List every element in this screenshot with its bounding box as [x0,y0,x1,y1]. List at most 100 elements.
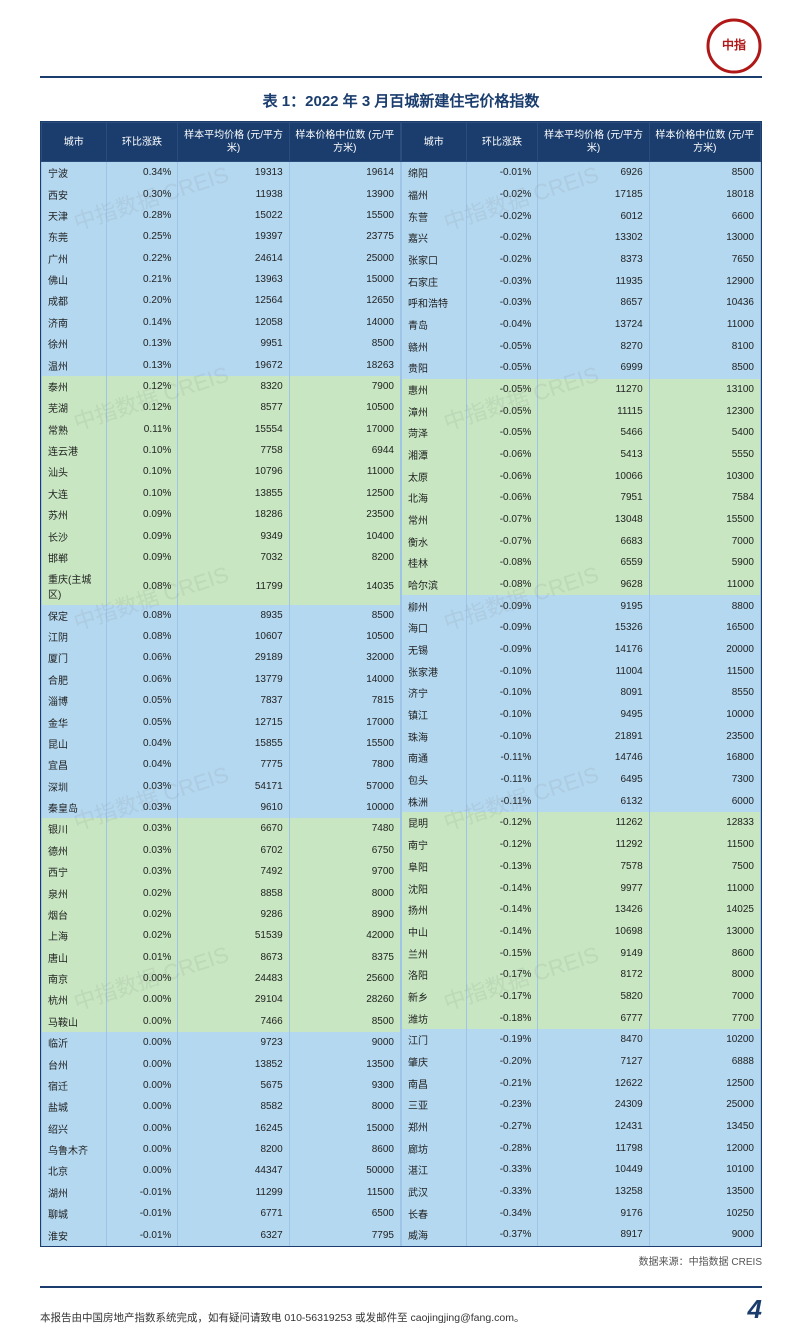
table-row: 中山-0.14%1069813000 [402,921,761,943]
col-avg: 样本平均价格 (元/平方米) [538,123,649,162]
cell-change: -0.14% [466,921,538,943]
cell-avg: 17185 [538,184,649,206]
cell-median: 12500 [649,1072,760,1094]
table-row: 潍坊-0.18%67777700 [402,1007,761,1029]
cell-median: 13450 [649,1116,760,1138]
cell-avg: 13852 [178,1053,289,1074]
cell-avg: 10796 [178,461,289,482]
table-row: 西安0.30%1193813900 [42,183,401,204]
cell-city: 佛山 [42,269,107,290]
cell-city: 杭州 [42,989,107,1010]
cell-city: 石家庄 [402,270,467,292]
table-row: 临沂0.00%97239000 [42,1032,401,1053]
table-row: 威海-0.37%89179000 [402,1224,761,1246]
cell-city: 张家口 [402,249,467,271]
cell-change: 0.13% [106,333,178,354]
cell-median: 7900 [289,376,400,397]
cell-avg: 9286 [178,904,289,925]
col-change: 环比涨跌 [106,123,178,162]
cell-city: 沈阳 [402,877,467,899]
cell-median: 8500 [649,357,760,379]
cell-median: 57000 [289,776,400,797]
cell-median: 10000 [289,797,400,818]
cell-change: -0.11% [466,769,538,791]
cell-avg: 9610 [178,797,289,818]
table-row: 宁波0.34%1931319614 [42,162,401,184]
table-row: 柳州-0.09%91958800 [402,595,761,617]
cell-change: -0.11% [466,790,538,812]
cell-avg: 9628 [538,574,649,596]
cell-avg: 11935 [538,270,649,292]
cell-city: 秦皇岛 [42,797,107,818]
cell-city: 桂林 [402,552,467,574]
cell-city: 苏州 [42,504,107,525]
cell-change: -0.01% [106,1224,178,1245]
cell-city: 盐城 [42,1096,107,1117]
cell-city: 赣州 [402,335,467,357]
cell-median: 18263 [289,354,400,375]
cell-avg: 9495 [538,704,649,726]
cell-city: 宜昌 [42,754,107,775]
cell-median: 18018 [649,184,760,206]
table-row: 德州0.03%67026750 [42,840,401,861]
cell-city: 汕头 [42,461,107,482]
cell-city: 大连 [42,483,107,504]
cell-avg: 11292 [538,834,649,856]
cell-change: 0.20% [106,290,178,311]
table-row: 连云港0.10%77586944 [42,440,401,461]
cell-change: -0.05% [466,422,538,444]
cell-avg: 15855 [178,733,289,754]
table-row: 淮安-0.01%63277795 [42,1224,401,1245]
cell-change: -0.05% [466,400,538,422]
cell-change: -0.10% [466,704,538,726]
cell-change: 0.10% [106,440,178,461]
cell-city: 威海 [402,1224,467,1246]
table-row: 福州-0.02%1718518018 [402,184,761,206]
cell-city: 合肥 [42,669,107,690]
cell-city: 常州 [402,509,467,531]
cell-avg: 12715 [178,711,289,732]
table-row: 泉州0.02%88588000 [42,882,401,903]
table-title: 表 1：2022 年 3 月百城新建住宅价格指数 [40,90,762,111]
cell-change: 0.25% [106,226,178,247]
cell-change: -0.06% [466,487,538,509]
cell-city: 镇江 [402,704,467,726]
cell-median: 7300 [649,769,760,791]
table-row: 淄博0.05%78377815 [42,690,401,711]
cell-change: 0.00% [106,1118,178,1139]
cell-change: 0.03% [106,840,178,861]
cell-change: 0.30% [106,183,178,204]
cell-city: 珠海 [402,725,467,747]
table-row: 成都0.20%1256412650 [42,290,401,311]
cell-avg: 6771 [178,1203,289,1224]
cell-change: 0.02% [106,882,178,903]
cell-avg: 8858 [178,882,289,903]
table-row: 乌鲁木齐0.00%82008600 [42,1139,401,1160]
cell-avg: 13724 [538,314,649,336]
cell-avg: 8200 [178,1139,289,1160]
col-avg: 样本平均价格 (元/平方米) [178,123,289,162]
cell-avg: 5675 [178,1075,289,1096]
cell-median: 10200 [649,1029,760,1051]
cell-avg: 13426 [538,899,649,921]
table-row: 海口-0.09%1532616500 [402,617,761,639]
table-row: 杭州0.00%2910428260 [42,989,401,1010]
cell-city: 上海 [42,925,107,946]
cell-avg: 5413 [538,444,649,466]
cell-city: 郑州 [402,1116,467,1138]
cell-change: -0.17% [466,964,538,986]
table-row: 盐城0.00%85828000 [42,1096,401,1117]
cell-city: 三亚 [402,1094,467,1116]
cell-change: -0.01% [106,1203,178,1224]
cell-avg: 18286 [178,504,289,525]
table-row: 北海-0.06%79517584 [402,487,761,509]
table-row: 包头-0.11%64957300 [402,769,761,791]
cell-median: 5900 [649,552,760,574]
cell-city: 绵阳 [402,162,467,184]
cell-change: -0.14% [466,899,538,921]
cell-change: -0.28% [466,1137,538,1159]
cell-median: 10250 [649,1202,760,1224]
cell-avg: 7775 [178,754,289,775]
cell-median: 10000 [649,704,760,726]
cell-median: 19614 [289,162,400,184]
